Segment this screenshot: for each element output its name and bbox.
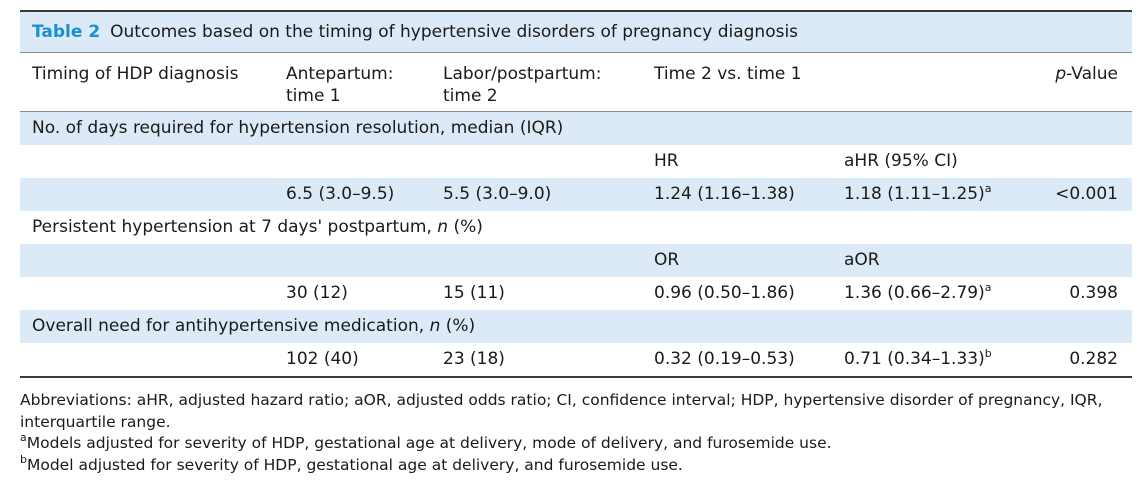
header-labor: Labor/postpartum: time 2 — [443, 53, 654, 111]
section3-effect: 0.32 (0.19–0.53) — [654, 349, 795, 369]
section2-values-row: 30 (12) 15 (11) 0.96 (0.50–1.86) 1.36 (0… — [20, 277, 1132, 310]
section3-adjusted-cell: 0.71 (0.34–1.33)b — [844, 343, 1040, 377]
header-comparison: Time 2 vs. time 1 — [654, 64, 802, 84]
table-label: Table 2 — [32, 22, 101, 42]
section2-adjusted-cell: 1.36 (0.66–2.79)a — [844, 277, 1040, 310]
header-row: Timing of HDP diagnosis Antepartum: time … — [20, 53, 1132, 111]
section2-title-suffix: (%) — [448, 217, 483, 237]
section1-title: No. of days required for hypertension re… — [20, 111, 1132, 145]
header-antepartum-line1: Antepartum: — [286, 64, 394, 84]
header-labor-line2: time 2 — [443, 86, 498, 106]
table-footnotes: Abbreviations: aHR, adjusted hazard rati… — [20, 390, 1130, 476]
section1-adjusted: 1.18 (1.11–1.25) — [844, 184, 985, 204]
section1-time1: 6.5 (3.0–9.5) — [286, 177, 443, 211]
section3-time2: 23 (18) — [443, 349, 505, 369]
header-pvalue-rest: -Value — [1066, 64, 1118, 84]
section3-pvalue: 0.282 — [1069, 349, 1118, 369]
section2-effect: 0.96 (0.50–1.86) — [654, 283, 795, 303]
data-table: Timing of HDP diagnosis Antepartum: time … — [20, 53, 1132, 378]
section2-title-row: Persistent hypertension at 7 days' postp… — [20, 211, 1132, 244]
section3-title: Overall need for antihypertensive medica… — [20, 309, 1132, 343]
section2-title-text: Persistent hypertension at 7 days' postp… — [32, 217, 438, 237]
footnote-a: aModels adjusted for severity of HDP, ge… — [20, 431, 1130, 455]
section2-pvalue: 0.398 — [1069, 283, 1118, 303]
section3-values-row: 102 (40) 23 (18) 0.32 (0.19–0.53) 0.71 (… — [20, 343, 1132, 377]
section2-adjusted-sup: a — [984, 281, 992, 294]
footnote-b-text: Model adjusted for severity of HDP, gest… — [26, 455, 683, 474]
table-caption: Table 2 Outcomes based on the timing of … — [20, 10, 1132, 53]
table-title: Outcomes based on the timing of hyperten… — [110, 22, 799, 42]
header-pvalue: p-Value — [1040, 53, 1132, 111]
footnote-abbreviations: Abbreviations: aHR, adjusted hazard rati… — [20, 391, 1103, 431]
section1-time2: 5.5 (3.0–9.0) — [443, 177, 654, 211]
header-labor-line1: Labor/postpartum: — [443, 64, 602, 84]
section3-adjusted: 0.71 (0.34–1.33) — [844, 349, 985, 369]
header-timing: Timing of HDP diagnosis — [32, 64, 239, 84]
footnote-a-text: Models adjusted for severity of HDP, ges… — [26, 434, 832, 452]
section3-title-text: Overall need for antihypertensive medica… — [32, 316, 430, 336]
section3-time1: 102 (40) — [286, 349, 359, 369]
section2-title: Persistent hypertension at 7 days' postp… — [20, 211, 1132, 244]
section1-values-row: 6.5 (3.0–9.5) 5.5 (3.0–9.0) 1.24 (1.16–1… — [20, 177, 1132, 211]
header-antepartum: Antepartum: time 1 — [286, 53, 443, 111]
section1-adjusted-sup: a — [984, 182, 992, 195]
section2-label-aor: aOR — [844, 243, 1040, 277]
section1-title-row: No. of days required for hypertension re… — [20, 111, 1132, 145]
footnote-a-mark: a — [20, 431, 27, 444]
outcomes-table: Table 2 Outcomes based on the timing of … — [20, 10, 1132, 378]
section1-effect: 1.24 (1.16–1.38) — [654, 177, 844, 211]
section1-pvalue: <0.001 — [1040, 177, 1132, 211]
section2-title-italic: n — [437, 217, 449, 237]
footnote-b: bModel adjusted for severity of HDP, ges… — [20, 452, 1130, 477]
section3-title-italic: n — [429, 316, 441, 336]
section1-adjusted-cell: 1.18 (1.11–1.25)a — [844, 177, 1040, 211]
header-antepartum-line2: time 1 — [286, 86, 341, 106]
section1-sublabel-row: HR aHR (95% CI) — [20, 145, 1132, 178]
section3-adjusted-sup: b — [984, 347, 992, 360]
header-pvalue-italic: p — [1055, 64, 1067, 84]
section1-label-hr: HR — [654, 151, 679, 171]
section1-label-ahr: aHR (95% CI) — [844, 151, 958, 171]
section2-sublabel-row: OR aOR — [20, 243, 1132, 277]
section2-time2: 15 (11) — [443, 283, 505, 303]
header-empty — [844, 53, 1040, 111]
footnote-b-mark: b — [20, 452, 27, 466]
section3-title-suffix: (%) — [440, 316, 476, 336]
section2-adjusted: 1.36 (0.66–2.79) — [844, 283, 985, 303]
section2-time1: 30 (12) — [286, 283, 348, 303]
section3-title-row: Overall need for antihypertensive medica… — [20, 309, 1132, 343]
section2-label-or: OR — [654, 243, 844, 277]
